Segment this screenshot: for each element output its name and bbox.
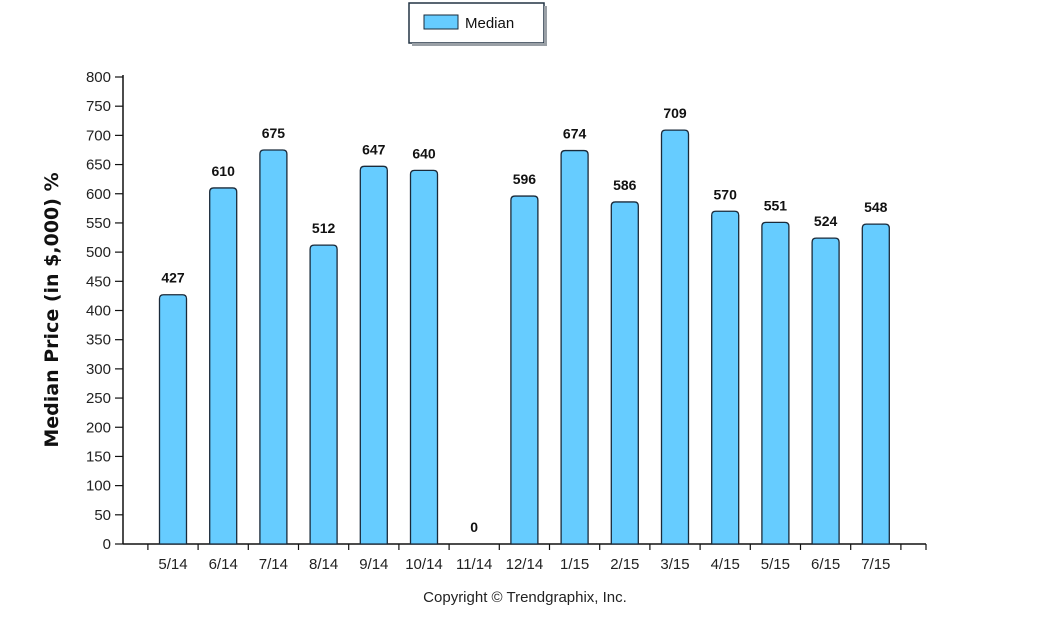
bar — [309, 244, 338, 545]
data-label: 0 — [470, 519, 478, 535]
legend-box-shadow — [544, 6, 547, 46]
y-tick-label: 0 — [103, 536, 111, 553]
legend: Median — [408, 2, 547, 46]
y-tick-label: 150 — [86, 448, 111, 465]
y-tick-label: 700 — [86, 127, 111, 144]
data-label: 586 — [613, 177, 637, 193]
x-tick-label: 9/14 — [359, 556, 388, 573]
bar — [510, 195, 539, 545]
y-tick-label: 600 — [86, 186, 111, 203]
y-axis: 0 50 100 150 200 250 300 350 400 450 500 550 600 650 7… — [86, 69, 124, 553]
y-tick-label: 100 — [86, 478, 111, 495]
data-label: 524 — [814, 213, 838, 229]
x-tick-label: 1/15 — [560, 556, 589, 573]
data-label: 551 — [764, 197, 788, 213]
legend-swatch — [423, 14, 459, 30]
x-axis: 5/14 6/14 7/14 8/14 9/14 10/14 11/14 12/14 1/15 2… — [123, 543, 927, 573]
y-tick-label: 200 — [86, 419, 111, 436]
y-tick-label: 50 — [94, 507, 111, 524]
y-tick-label: 500 — [86, 244, 111, 261]
y-tick-label: 650 — [86, 157, 111, 174]
bar — [359, 165, 388, 545]
y-axis-label: Median Price (in $,000) % — [41, 172, 63, 447]
bar — [660, 129, 690, 545]
data-label: 674 — [563, 126, 587, 142]
data-label: 675 — [262, 125, 286, 141]
x-tick-label: 11/14 — [456, 556, 492, 573]
bar — [409, 169, 439, 545]
y-tick-label: 550 — [86, 215, 111, 232]
value-labels: 427 610 675 512 647 640 0 596 674 586 709 570 551 524… — [161, 105, 887, 535]
bar — [610, 201, 639, 545]
data-label: 548 — [864, 199, 888, 215]
y-tick-label: 450 — [86, 273, 111, 290]
y-tick-label: 250 — [86, 390, 111, 407]
bar — [560, 149, 589, 545]
data-label: 427 — [161, 270, 185, 286]
data-label: 610 — [212, 163, 236, 179]
data-label: 709 — [663, 105, 687, 121]
data-label: 647 — [362, 141, 386, 157]
x-tick-label: 10/14 — [405, 556, 443, 573]
bar — [209, 187, 238, 545]
legend-box-shadow-bottom — [412, 43, 547, 46]
x-tick-label: 6/15 — [811, 556, 840, 573]
x-tick-label: 7/15 — [861, 556, 890, 573]
x-tick-label: 8/14 — [309, 556, 338, 573]
bar — [711, 210, 740, 545]
x-tick-label: 7/14 — [259, 556, 288, 573]
y-tick-label: 300 — [86, 361, 111, 378]
x-tick-label: 5/15 — [761, 556, 790, 573]
y-tick-label: 750 — [86, 98, 111, 115]
bar — [158, 294, 188, 545]
x-tick-label: 2/15 — [610, 556, 639, 573]
x-tick-label: 3/15 — [660, 556, 689, 573]
copyright-text: Copyright © Trendgraphix, Inc. — [423, 589, 627, 606]
x-tick-label: 5/14 — [158, 556, 187, 573]
bar — [811, 237, 840, 545]
legend-label: Median — [465, 15, 514, 32]
x-tick-label: 12/14 — [506, 556, 544, 573]
x-tick-label: 4/15 — [711, 556, 740, 573]
data-label: 596 — [513, 171, 537, 187]
y-tick-label: 400 — [86, 303, 111, 320]
data-label: 640 — [412, 145, 436, 161]
data-label: 570 — [714, 186, 738, 202]
bars — [158, 129, 890, 545]
bar — [761, 221, 790, 545]
data-label: 512 — [312, 220, 336, 236]
y-tick-label: 800 — [86, 69, 111, 86]
y-tick-label: 350 — [86, 332, 111, 349]
bar — [861, 223, 890, 545]
bar — [259, 149, 288, 545]
x-tick-label: 6/14 — [209, 556, 238, 573]
